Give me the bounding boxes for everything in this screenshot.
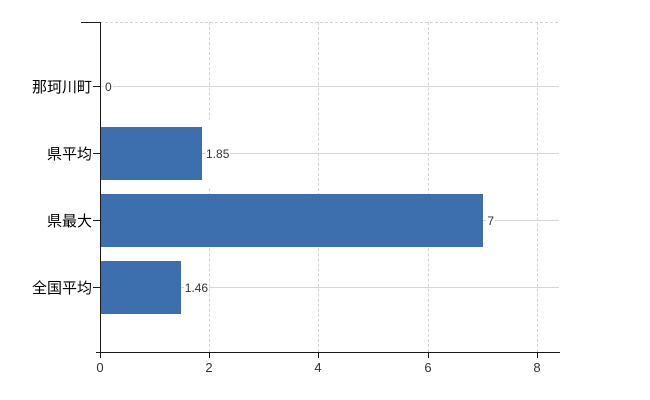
category-label: 県最大 [46,213,92,230]
plot-area: 0 1.85 7 1.46 [100,22,560,352]
category-label: 県平均 [46,146,92,163]
y-tick [93,153,100,154]
category-label: 那珂川町 [31,79,92,96]
x-tick-label: 8 [533,360,541,375]
vertical-gridline [428,22,429,352]
bar-row: 0 [100,53,560,120]
row-gridline [100,153,559,154]
bar-value-label: 1.46 [183,254,210,321]
bar-row: 7 [100,187,560,254]
vertical-gridline [537,22,538,352]
bar [101,194,484,247]
x-tick-label: 4 [314,360,322,375]
vertical-gridline [209,22,210,352]
plot-top-border [100,22,558,23]
x-tick [100,353,101,358]
y-axis [100,22,101,352]
x-tick [428,353,429,358]
y-axis-top-tick [81,22,100,23]
bar-value-label: 7 [486,187,496,254]
x-tick [209,353,210,358]
bar [101,127,203,180]
row-gridline [100,287,559,288]
x-axis [96,352,560,353]
x-tick [537,353,538,358]
bar [101,261,181,314]
y-tick [93,86,100,87]
row-gridline [100,86,559,87]
category-label: 全国平均 [31,280,92,297]
bar-row: 1.85 [100,120,560,187]
bar-value-label: 0 [104,53,113,120]
x-tick-label: 0 [96,360,104,375]
y-tick [93,287,100,288]
bar-value-label: 1.85 [205,120,231,187]
x-tick-label: 6 [424,360,432,375]
vertical-gridline [318,22,319,352]
bar-row: 1.46 [100,254,560,321]
y-tick [93,220,100,221]
x-tick [318,353,319,358]
x-tick-label: 2 [205,360,213,375]
